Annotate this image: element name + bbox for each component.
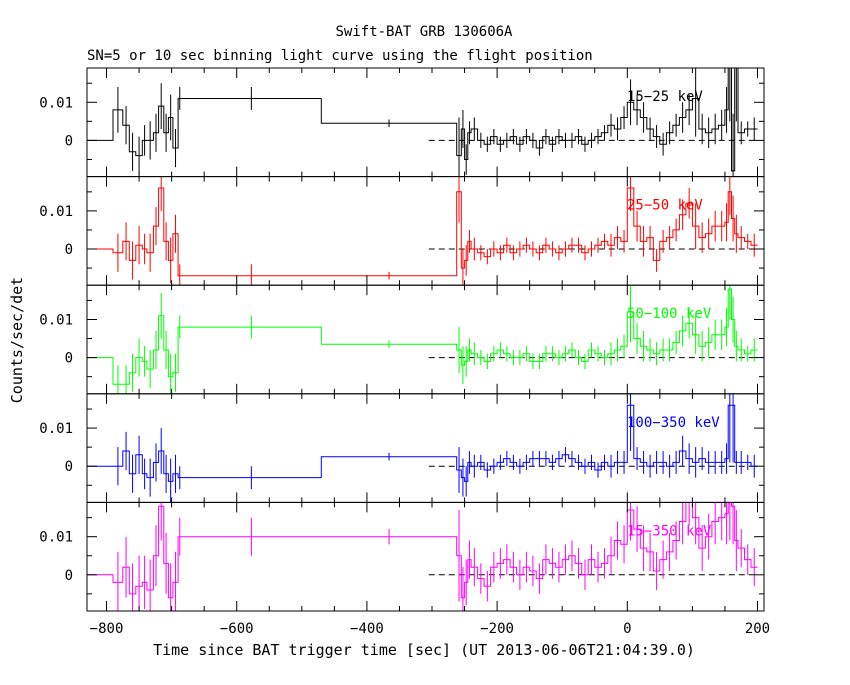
panel-frame [86,67,765,178]
light-curve-step-line [87,502,758,599]
panel-3: 0 0.01 50−100 keV [39,284,765,395]
y-tick-label: 0 [65,351,73,367]
x-tick-label: −200 [480,621,514,637]
energy-band-label: 25−50 keV [627,198,703,214]
panel-frame [86,501,765,612]
light-curve-step-line [87,288,758,385]
light-curve-step-line [87,404,758,482]
panel-4: 0 0.01 100−350 keV [39,393,765,503]
panel-plot-area [87,502,758,611]
y-tick-label: 0 [65,242,73,258]
panel-frame [86,176,765,286]
energy-band-label: 15−350 keV [627,523,712,539]
y-tick-label: 0.01 [39,95,73,111]
y-tick-label: 0.01 [39,312,73,328]
x-tick-label: −800 [90,621,124,637]
y-tick-label: 0 [65,133,73,149]
y-axis-label: Counts/sec/det [8,277,26,403]
chart-subtitle: SN=5 or 10 sec binning light curve using… [87,48,593,64]
x-tick-label: −600 [220,621,254,637]
y-tick-label: 0.01 [39,204,73,220]
panel-plot-area [87,176,758,286]
x-tick-label: −400 [350,621,384,637]
x-tick-label: 0 [623,621,631,637]
panel-plot-area [87,393,758,503]
y-tick-label: 0 [65,568,73,584]
panel-2: 0 0.01 25−50 keV [39,176,765,286]
x-tick-label: 200 [745,621,770,637]
y-tick-label: 0 [65,459,73,475]
energy-band-label: 100−350 keV [627,415,720,431]
panel-frame [86,393,765,503]
x-axis-label: Time since BAT trigger time [sec] (UT 20… [153,641,695,659]
panel-5: 0 0.01 15−350 keV [39,501,765,612]
panel-1: 0 0.01 15−25 keV [39,67,765,178]
y-tick-label: 0.01 [39,530,73,546]
light-curve-step-line [87,68,758,172]
panel-plot-area [87,285,758,394]
panel-frame [86,284,765,395]
y-tick-label: 0.01 [39,421,73,437]
energy-band-label: 50−100 keV [627,306,712,322]
panels-group: 0 0.01 15−25 keV 0 0.01 25−50 keV 0 0.01 50−100 … [39,67,770,637]
energy-band-label: 15−25 keV [627,89,703,105]
panel-plot-area [87,68,758,177]
chart-title: Swift-BAT GRB 130606A [335,24,513,40]
